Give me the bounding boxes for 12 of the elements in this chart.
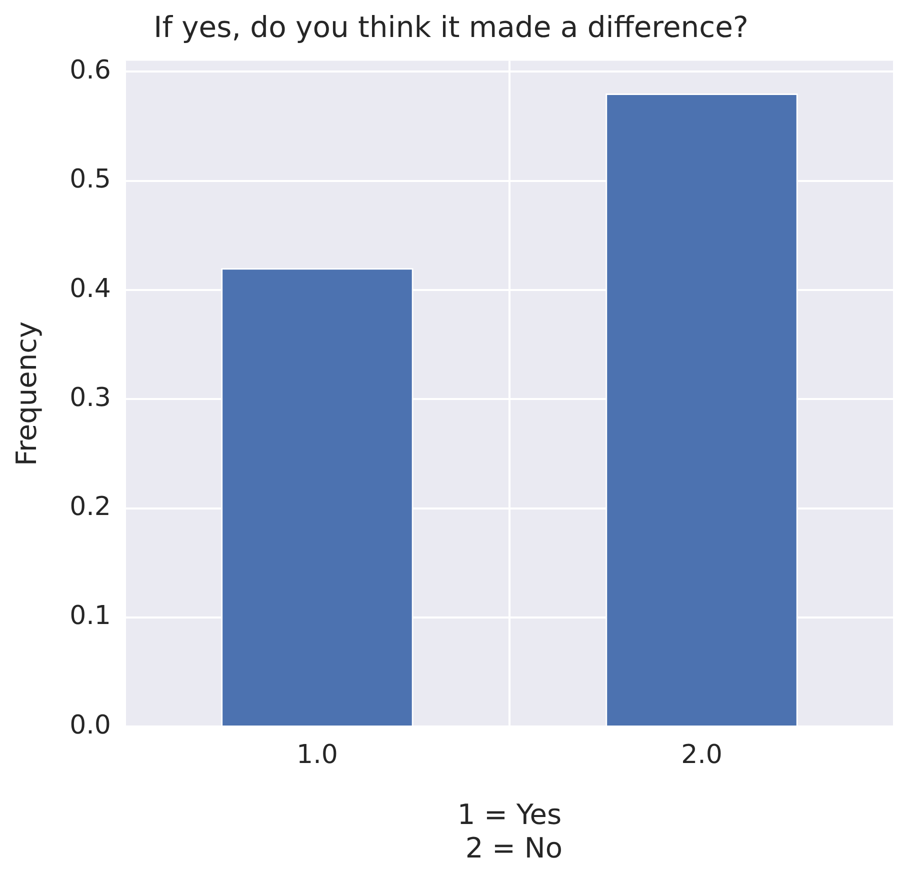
y-tick-label: 0.2 xyxy=(70,492,111,522)
y-tick-label: 0.0 xyxy=(70,710,111,740)
y-tick-label: 0.5 xyxy=(70,164,111,195)
y-tick-label: 0.4 xyxy=(70,274,111,304)
y-axis-title: Frequency xyxy=(10,321,44,466)
x-axis-title: 1 = Yes 2 = No xyxy=(456,798,563,864)
y-tick-label: 0.1 xyxy=(70,601,111,632)
y-tick-label: 0.3 xyxy=(70,382,111,413)
chart-title: If yes, do you think it made a difference? xyxy=(154,10,748,44)
x-tick-label: 1.0 xyxy=(296,740,338,770)
x-tick-label: 2.0 xyxy=(681,740,722,770)
y-tick-label: 0.6 xyxy=(70,55,111,86)
